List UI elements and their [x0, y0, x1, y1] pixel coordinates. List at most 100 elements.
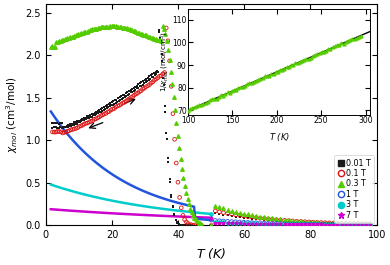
Point [89, 114, 95, 119]
Point [112, 98, 118, 102]
Point [57, 121, 64, 125]
Point [306, 222, 312, 227]
Point [111, 24, 117, 28]
Point [98, 114, 104, 118]
Point [330, 221, 337, 226]
Point [106, 104, 113, 108]
Point [51, 121, 57, 126]
Y-axis label: $\chi_{mol}$ (cm$^3$/mol): $\chi_{mol}$ (cm$^3$/mol) [4, 77, 20, 153]
Point [64, 129, 71, 133]
Point [78, 119, 84, 123]
Point [57, 38, 64, 43]
Point [216, 219, 223, 223]
Point [54, 125, 60, 130]
Point [208, 223, 215, 227]
Point [126, 89, 132, 93]
Point [158, 73, 164, 78]
Point [191, 223, 197, 228]
Point [359, 222, 365, 227]
Point [351, 222, 357, 226]
Point [94, 116, 101, 120]
Point [302, 222, 308, 227]
Point [159, 59, 165, 63]
Point [136, 84, 143, 89]
Point [285, 219, 292, 224]
Point [339, 223, 345, 227]
Point [265, 218, 271, 222]
Point [184, 223, 190, 227]
Point [229, 219, 235, 224]
Point [282, 222, 288, 226]
Point [363, 222, 369, 227]
Point [144, 79, 150, 83]
Point [131, 89, 137, 93]
Point [318, 222, 324, 227]
Point [212, 204, 218, 208]
Point [107, 24, 113, 29]
Point [141, 81, 147, 86]
Point [245, 220, 251, 224]
Point [160, 76, 167, 81]
Point [108, 24, 115, 29]
Point [194, 219, 200, 223]
Point [145, 78, 152, 82]
Point [79, 117, 85, 121]
Point [94, 111, 101, 116]
Point [245, 221, 251, 225]
Point [129, 90, 135, 94]
Point [339, 221, 345, 226]
Point [179, 223, 185, 227]
Point [355, 223, 361, 227]
Point [75, 32, 82, 36]
Point [351, 222, 357, 226]
Point [85, 114, 92, 118]
Point [289, 222, 296, 226]
Point [285, 222, 292, 226]
Point [265, 222, 271, 226]
Point [294, 219, 300, 223]
Point [302, 220, 308, 224]
Point [326, 223, 332, 227]
Point [224, 213, 230, 218]
Point [326, 221, 332, 226]
Point [208, 218, 215, 222]
Point [80, 31, 86, 35]
Point [179, 167, 185, 171]
Point [342, 222, 349, 227]
Point [169, 82, 176, 86]
Point [294, 219, 300, 223]
Point [347, 221, 353, 225]
Point [160, 24, 166, 28]
Point [359, 221, 365, 225]
Point [190, 213, 196, 218]
Point [261, 222, 267, 226]
Point [170, 204, 176, 209]
Point [269, 217, 275, 222]
Point [367, 222, 373, 227]
Point [122, 26, 129, 30]
Point [237, 221, 243, 226]
Point [103, 106, 110, 110]
Point [124, 26, 130, 30]
Point [334, 221, 340, 225]
Point [96, 26, 102, 30]
Point [56, 121, 62, 126]
Point [168, 195, 174, 199]
Point [220, 220, 227, 225]
Point [135, 82, 142, 86]
Point [134, 84, 140, 88]
Point [261, 218, 267, 222]
Point [188, 223, 195, 227]
Point [212, 211, 218, 215]
Point [249, 222, 255, 226]
Point [326, 222, 332, 227]
Point [133, 91, 139, 96]
Point [48, 45, 54, 49]
Point [261, 215, 267, 219]
Point [237, 215, 243, 219]
Point [113, 24, 119, 28]
Point [220, 221, 227, 225]
Point [289, 222, 296, 226]
Point [277, 222, 284, 226]
Point [277, 222, 284, 226]
